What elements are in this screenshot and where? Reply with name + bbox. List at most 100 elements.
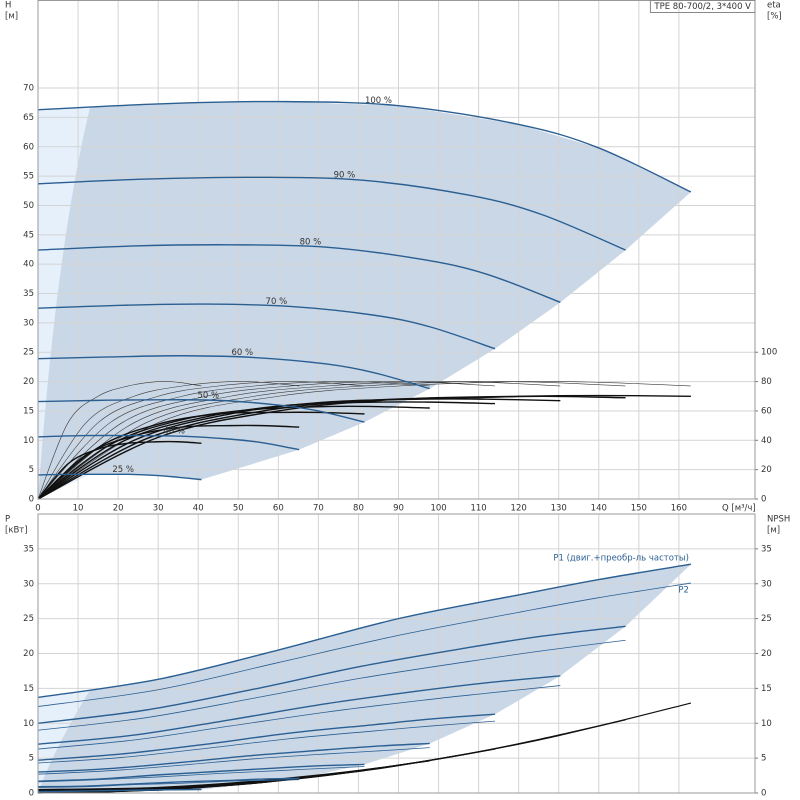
curve-label: 60 % <box>231 348 253 358</box>
y-tick-label: 70 <box>23 84 34 94</box>
p1-label: P1 (двиг.+преобр-ль частоты) <box>553 554 689 564</box>
x-tick-label: 130 <box>551 504 567 514</box>
x-tick-label: 50 <box>233 504 244 514</box>
head-curve <box>37 100 692 193</box>
y-tick-label: 15 <box>23 684 34 694</box>
y-tick-label: 20 <box>23 649 34 659</box>
x-tick-label: 120 <box>511 504 527 514</box>
y2-tick-label: 40 <box>761 436 772 446</box>
y-tick-label: 25 <box>23 614 34 624</box>
eta-hydraulic <box>37 381 365 500</box>
curve-label: 25 % <box>112 465 134 475</box>
x-tick-label: 0 <box>35 504 40 514</box>
p1-curve <box>37 788 202 793</box>
curve-label: 90 % <box>334 171 356 181</box>
eta-hydraulic <box>37 381 496 500</box>
y2-axis-label: eta <box>767 1 781 11</box>
x-tick-label: 40 <box>193 504 204 514</box>
y-tick-label: 5 <box>29 754 34 764</box>
p2-curve <box>37 747 430 775</box>
x-tick-label: 100 <box>430 504 446 514</box>
power-range <box>38 564 691 793</box>
x-tick-label: 160 <box>671 504 687 514</box>
power-region <box>38 564 691 793</box>
x-tick-label: 70 <box>313 504 324 514</box>
p2-curve <box>37 685 561 750</box>
p2-curve <box>37 720 496 764</box>
x-axis-label: Q [м³/ч] <box>722 504 756 514</box>
p1-curve <box>37 713 496 761</box>
x-tick-label: 30 <box>153 504 164 514</box>
y-tick-label: 50 <box>23 201 34 211</box>
chart-title: TPE 80-700/2, 3*400 V <box>653 2 751 12</box>
y-tick-label: 0 <box>29 495 34 505</box>
y-tick-label: 5 <box>29 465 34 475</box>
y-tick-label: 30 <box>23 318 34 328</box>
y2-tick-label: 0 <box>761 789 766 799</box>
p2-curve <box>37 582 691 707</box>
y-tick-label: 35 <box>23 289 34 299</box>
head-curve <box>37 176 626 251</box>
y2-tick-label: 80 <box>761 377 772 387</box>
head-curve <box>37 355 430 390</box>
y2-tick-label: 30 <box>761 579 772 589</box>
head-curve <box>37 399 365 423</box>
y2-tick-label: 5 <box>761 754 766 764</box>
x-tick-label: 60 <box>273 504 284 514</box>
y-axis-unit: [кВт] <box>5 526 28 536</box>
curve-label: 100 % <box>365 96 392 106</box>
y-axis-label: H <box>5 1 11 11</box>
y-tick-label: 60 <box>23 142 34 152</box>
y-tick-label: 30 <box>23 579 34 589</box>
y2-tick-label: 20 <box>761 465 772 475</box>
p2-label: P2 <box>678 586 689 596</box>
x-tick-label: 10 <box>73 504 84 514</box>
p1-curve <box>37 563 692 699</box>
y-tick-label: 15 <box>23 406 34 416</box>
eta-hydraulic <box>37 381 430 500</box>
x-tick-label: 140 <box>591 504 607 514</box>
y2-tick-label: 15 <box>761 684 772 694</box>
eta-hydraulic <box>37 381 300 500</box>
y2-tick-label: 100 <box>761 348 777 358</box>
head-curve <box>37 434 300 451</box>
p1-curve <box>37 675 561 745</box>
y-tick-label: 20 <box>23 377 34 387</box>
p1-curve <box>37 625 626 724</box>
eta-hydraulic <box>37 381 626 500</box>
y-tick-label: 10 <box>23 436 34 446</box>
eta-total <box>37 440 202 500</box>
y-tick-label: 55 <box>23 172 34 182</box>
y-tick-label: 0 <box>29 789 34 799</box>
y-axis-label: P <box>5 515 10 525</box>
y-tick-label: 10 <box>23 719 34 729</box>
y2-axis-unit: [м] <box>767 526 780 536</box>
p2-curve <box>37 639 626 731</box>
y-tick-label: 65 <box>23 113 34 123</box>
eta-hydraulic <box>37 381 202 500</box>
y2-axis-unit: [%] <box>767 12 782 22</box>
eta-total <box>37 424 300 500</box>
y2-tick-label: 0 <box>761 495 766 505</box>
frame <box>37 0 756 500</box>
p1-curve <box>37 763 365 782</box>
frame <box>37 513 756 794</box>
curve-label: 40 % <box>163 427 185 437</box>
eta-total <box>37 405 430 500</box>
y2-tick-label: 25 <box>761 614 772 624</box>
y-axis-unit: [м] <box>5 12 18 22</box>
y-tick-label: 45 <box>23 230 34 240</box>
title-box <box>649 0 756 13</box>
eta-hydraulic <box>37 381 561 500</box>
y2-axis-label: NPSH <box>767 515 790 525</box>
p1-curve <box>37 777 300 788</box>
y-tick-label: 40 <box>23 260 34 270</box>
x-tick-label: 90 <box>393 504 404 514</box>
curve-label: 80 % <box>300 238 322 248</box>
head-curve <box>37 244 561 303</box>
y-tick-label: 25 <box>23 348 34 358</box>
x-tick-label: 80 <box>353 504 364 514</box>
y-tick-label: 35 <box>23 544 34 554</box>
y2-tick-label: 20 <box>761 649 772 659</box>
